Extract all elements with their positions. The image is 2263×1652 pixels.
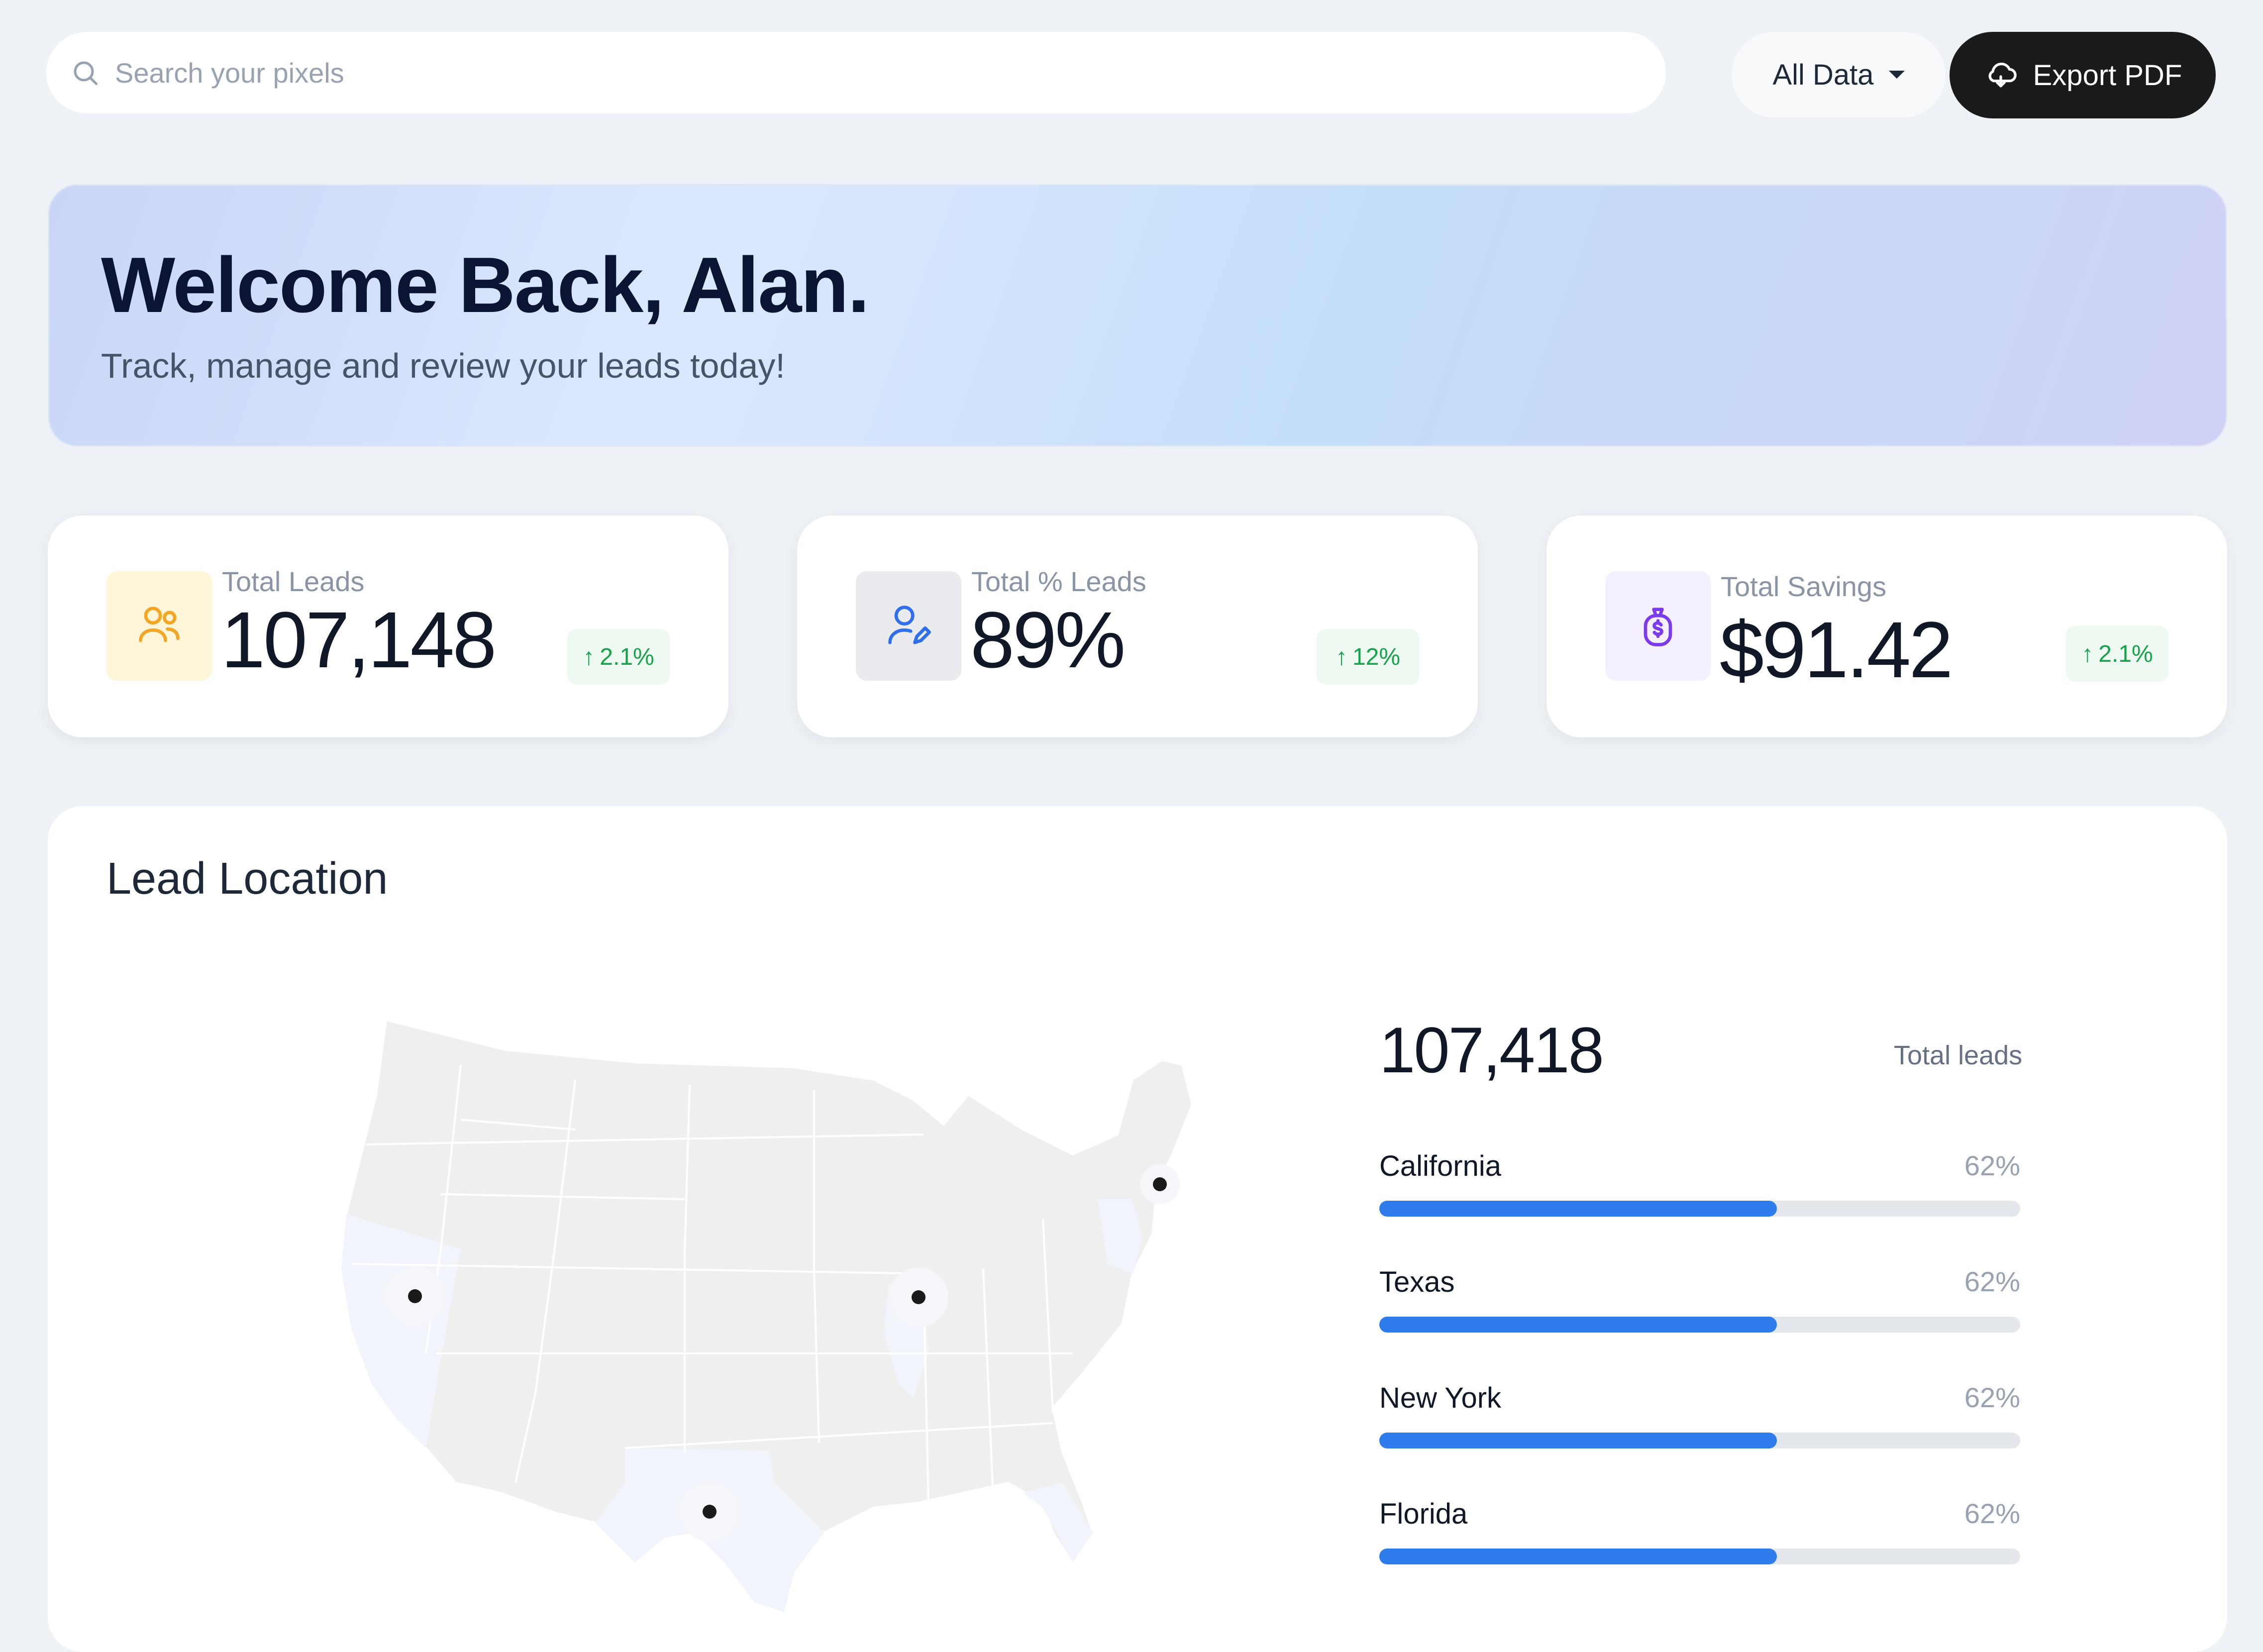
progress-track xyxy=(1379,1201,2020,1217)
state-row-new-york: New York 62% xyxy=(1379,1381,2020,1448)
change-badge: ↑ 2.1% xyxy=(567,629,670,685)
marker-illinois xyxy=(912,1290,926,1304)
marker-texas xyxy=(703,1505,717,1519)
us-map xyxy=(340,1019,1194,1614)
us-map-outline xyxy=(340,1019,1194,1614)
arrow-up-icon: ↑ xyxy=(583,643,595,670)
stat-label: Total Leads xyxy=(222,566,365,597)
export-pdf-button[interactable]: Export PDF xyxy=(1950,32,2216,118)
total-leads-label: Total leads xyxy=(1894,1040,2023,1070)
chevron-down-icon xyxy=(1888,71,1905,79)
stat-label: Total % Leads xyxy=(971,566,1146,597)
search-icon xyxy=(74,61,98,85)
state-row-texas: Texas 62% xyxy=(1379,1265,2020,1333)
export-pdf-label: Export PDF xyxy=(2033,59,2182,92)
money-bag-icon xyxy=(1605,571,1711,681)
welcome-banner: Welcome Back, Alan. Track, manage and re… xyxy=(48,184,2227,447)
state-row-california: California 62% xyxy=(1379,1149,2020,1217)
progress-fill xyxy=(1379,1549,1777,1564)
state-percent: 62% xyxy=(1964,1266,2020,1297)
total-leads-value: 107,418 xyxy=(1379,1014,1604,1086)
stat-value: 89% xyxy=(970,595,1126,684)
welcome-title: Welcome Back, Alan. xyxy=(101,241,870,329)
progress-fill xyxy=(1379,1201,1777,1217)
search-bar[interactable] xyxy=(46,32,1666,113)
data-filter-label: All Data xyxy=(1772,58,1874,91)
stat-value: 107,148 xyxy=(221,595,497,684)
users-icon xyxy=(106,571,212,681)
cloud-icon xyxy=(1988,62,2017,88)
state-percent: 62% xyxy=(1964,1498,2020,1529)
lead-markers xyxy=(385,1164,1180,1542)
progress-track xyxy=(1379,1433,2020,1448)
user-edit-icon xyxy=(856,571,961,681)
data-filter-dropdown[interactable]: All Data xyxy=(1732,32,1946,117)
stat-label: Total Savings xyxy=(1721,571,1887,602)
stat-value: $91.42 xyxy=(1720,605,1953,694)
state-name: Texas xyxy=(1379,1266,1455,1298)
state-name: Florida xyxy=(1379,1498,1468,1530)
search-input[interactable] xyxy=(114,47,1559,98)
state-name: New York xyxy=(1379,1382,1502,1414)
state-borders xyxy=(351,1064,1073,1503)
progress-fill xyxy=(1379,1433,1777,1448)
stat-card-total-savings: Total Savings $91.42 ↑ 2.1% xyxy=(1546,516,2227,737)
lead-location-title: Lead Location xyxy=(106,854,388,904)
stat-card-total-leads: Total Leads 107,148 ↑ 2.1% xyxy=(48,516,728,737)
change-value: 12% xyxy=(1352,643,1401,670)
change-badge: ↑ 12% xyxy=(1317,629,1419,685)
state-row-florida: Florida 62% xyxy=(1379,1497,2020,1564)
change-value: 2.1% xyxy=(600,643,654,670)
progress-track xyxy=(1379,1317,2020,1333)
arrow-up-icon: ↑ xyxy=(2081,640,2094,667)
stat-card-total-percent-leads: Total % Leads 89% ↑ 12% xyxy=(797,516,1478,737)
change-badge: ↑ 2.1% xyxy=(2066,626,2168,682)
change-value: 2.1% xyxy=(2098,640,2153,667)
arrow-up-icon: ↑ xyxy=(1335,643,1347,670)
state-percent: 62% xyxy=(1964,1382,2020,1413)
welcome-subtitle: Track, manage and review your leads toda… xyxy=(101,346,785,385)
state-percent: 62% xyxy=(1964,1150,2020,1181)
lead-location-panel: Lead Location xyxy=(48,806,2227,1652)
marker-california xyxy=(408,1289,422,1303)
progress-fill xyxy=(1379,1317,1777,1333)
marker-new-york xyxy=(1153,1177,1167,1191)
state-name: California xyxy=(1379,1150,1501,1182)
progress-track xyxy=(1379,1549,2020,1564)
